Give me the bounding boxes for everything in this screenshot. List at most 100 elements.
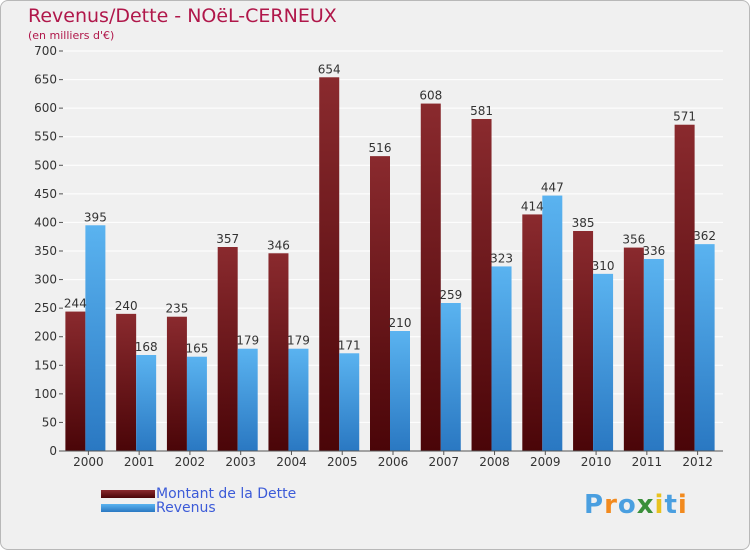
bar-dette-2004 — [268, 253, 289, 451]
x-tick-label: 2005 — [327, 455, 358, 469]
bar-revenus-2000 — [85, 225, 106, 451]
y-tick-label: 50 — [42, 415, 57, 429]
y-tick-label: 350 — [34, 244, 57, 258]
bar-dette-2009 — [522, 214, 543, 451]
x-tick-label: 2006 — [378, 455, 409, 469]
x-tick-label: 2007 — [428, 455, 459, 469]
legend-label-revenus: Revenus — [156, 500, 216, 516]
bar-revenus-2009 — [542, 195, 563, 451]
y-tick-label: 700 — [34, 44, 57, 58]
data-label-revenus-2006: 210 — [389, 316, 412, 330]
bar-revenus-2007 — [440, 303, 461, 451]
data-label-dette-2008: 581 — [470, 104, 493, 118]
data-label-revenus-2007: 259 — [439, 288, 462, 302]
proxiti-logo: Proxiti — [584, 490, 688, 520]
data-label-revenus-2008: 323 — [490, 251, 513, 265]
chart-title: Revenus/Dette - NOëL-CERNEUX — [28, 5, 337, 27]
bars — [65, 77, 715, 452]
data-label-dette-2007: 608 — [419, 89, 442, 103]
bar-dette-2010 — [573, 231, 594, 451]
data-label-revenus-2000: 395 — [84, 210, 107, 224]
bar-dette-2007 — [420, 103, 441, 452]
logo-letter: r — [604, 490, 618, 520]
x-tick-label: 2001 — [124, 455, 155, 469]
y-tick-label: 200 — [34, 330, 57, 344]
legend-swatch-dette — [101, 490, 155, 498]
y-tick-label: 450 — [34, 187, 57, 201]
logo-letter: o — [617, 490, 637, 520]
bar-dette-2008 — [471, 119, 492, 451]
y-tick-label: 400 — [34, 215, 57, 229]
logo-letter: i — [677, 490, 688, 520]
x-tick-label: 2000 — [73, 455, 104, 469]
logo-letter: i — [654, 490, 665, 520]
x-tick-label: 2004 — [276, 455, 307, 469]
bar-revenus-2005 — [339, 353, 360, 451]
bar-dette-2000 — [65, 311, 86, 451]
x-axis-ticks: 2000 2001 2002 2003 2004 2005 2006 2007 2008 2009… — [73, 451, 713, 469]
y-tick-label: 0 — [49, 444, 57, 458]
legend-label-dette: Montant de la Dette — [156, 486, 297, 502]
bar-dette-2012 — [674, 124, 695, 451]
data-label-revenus-2010: 310 — [592, 259, 615, 273]
logo-letter: t — [664, 490, 678, 520]
x-tick-label: 2008 — [479, 455, 510, 469]
bar-revenus-2001 — [136, 355, 157, 451]
y-tick-label: 650 — [34, 73, 57, 87]
y-tick-label: 100 — [34, 387, 57, 401]
bar-revenus-2006 — [390, 331, 410, 451]
x-tick-label: 2003 — [225, 455, 256, 469]
data-label-dette-2010: 385 — [572, 216, 595, 230]
bar-dette-2006 — [370, 156, 390, 451]
bar-dette-2001 — [116, 313, 137, 451]
data-label-dette-2009: 414 — [521, 199, 544, 213]
data-label-dette-2000: 244 — [64, 297, 87, 311]
x-tick-label: 2012 — [682, 455, 713, 469]
y-tick-label: 300 — [34, 273, 57, 287]
data-label-revenus-2012: 362 — [693, 229, 716, 243]
data-label-revenus-2005: 171 — [338, 338, 361, 352]
data-label-dette-2001: 240 — [115, 299, 138, 313]
data-label-dette-2005: 654 — [318, 62, 341, 76]
data-label-revenus-2003: 179 — [236, 334, 259, 348]
y-tick-label: 150 — [34, 358, 57, 372]
legend-swatch-revenus — [101, 504, 155, 512]
bar-dette-2011 — [623, 247, 644, 451]
bar-dette-2003 — [217, 247, 238, 451]
data-label-dette-2006: 516 — [369, 141, 392, 155]
data-label-revenus-2009: 447 — [541, 181, 564, 195]
data-labels: 244 395 240 168 235 165 357 179 346 179 654 171 516 2… — [64, 62, 716, 355]
data-label-revenus-2011: 336 — [642, 244, 665, 258]
logo-letter: P — [584, 490, 605, 520]
data-label-revenus-2001: 168 — [135, 340, 158, 354]
chart-subtitle: (en milliers d'€) — [28, 29, 115, 42]
y-tick-label: 550 — [34, 130, 57, 144]
bar-revenus-2012 — [694, 244, 715, 451]
y-axis-ticks: 0 50 100 150 200 250 300 350 400 450 500 550 600 650 7… — [34, 44, 63, 458]
bar-revenus-2011 — [643, 259, 664, 451]
y-tick-label: 250 — [34, 301, 57, 315]
x-tick-label: 2002 — [175, 455, 206, 469]
data-label-dette-2004: 346 — [267, 238, 290, 252]
bar-revenus-2010 — [593, 273, 614, 451]
bar-revenus-2004 — [288, 348, 309, 451]
data-label-revenus-2002: 165 — [185, 342, 208, 356]
bar-revenus-2003 — [237, 348, 258, 451]
x-tick-label: 2009 — [530, 455, 561, 469]
y-tick-label: 500 — [34, 158, 57, 172]
bar-revenus-2002 — [186, 356, 207, 451]
logo-letter: x — [636, 490, 655, 520]
data-label-dette-2002: 235 — [165, 302, 188, 316]
data-label-dette-2011: 356 — [622, 233, 645, 247]
data-label-revenus-2004: 179 — [287, 334, 310, 348]
y-tick-label: 600 — [34, 101, 57, 115]
x-tick-label: 2010 — [581, 455, 612, 469]
x-tick-label: 2011 — [632, 455, 663, 469]
bar-dette-2002 — [166, 316, 187, 451]
data-label-dette-2003: 357 — [216, 232, 239, 246]
bar-revenus-2008 — [491, 266, 512, 451]
data-label-dette-2012: 571 — [673, 110, 696, 124]
bar-dette-2005 — [319, 77, 340, 452]
